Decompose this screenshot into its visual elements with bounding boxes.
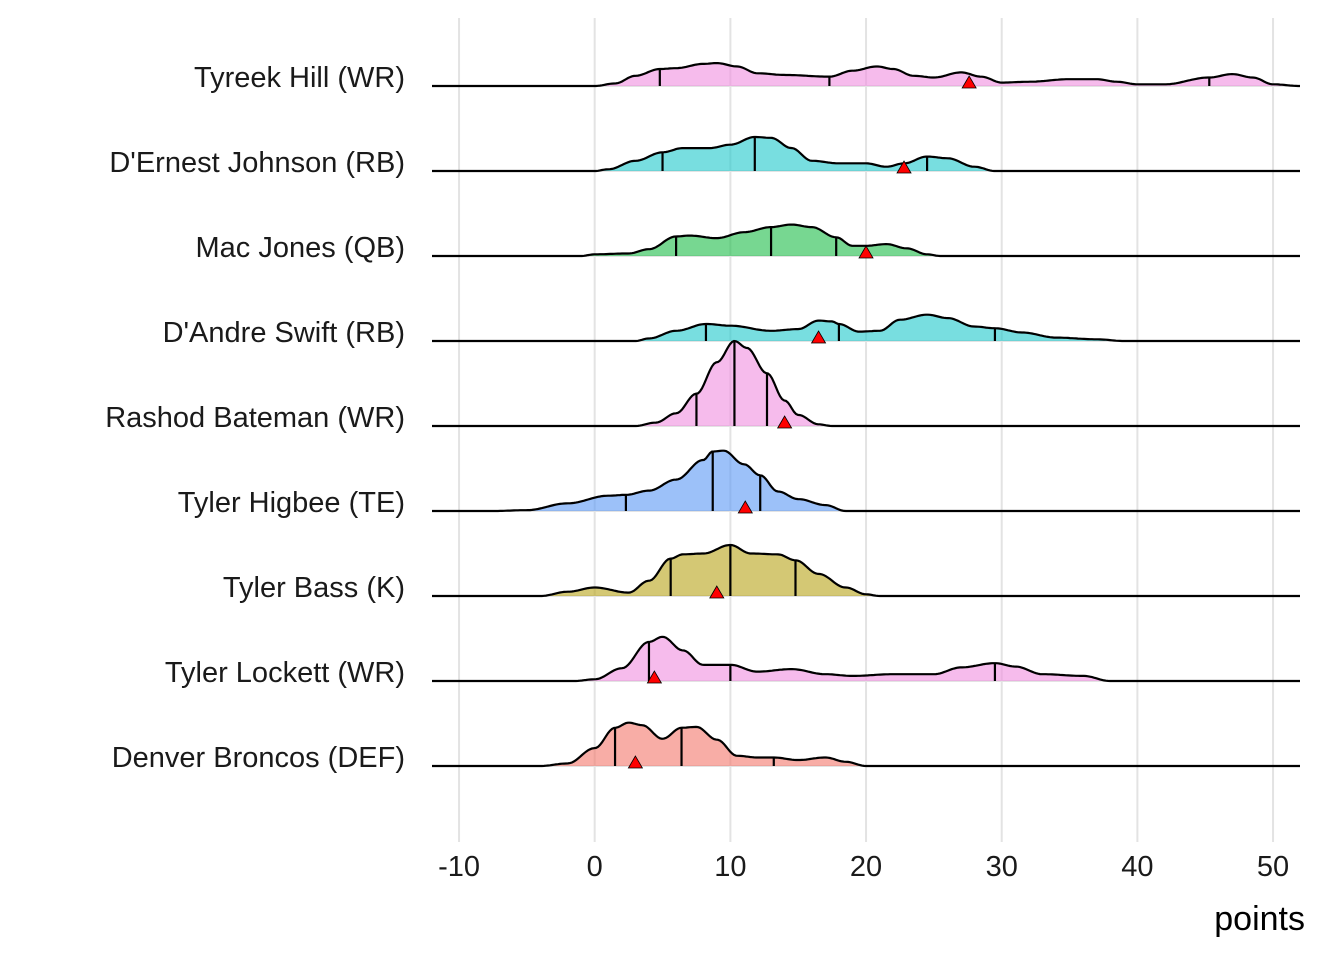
grid-lines <box>432 18 1300 842</box>
y-axis-label: D'Andre Swift (RB) <box>163 317 405 349</box>
ridge-denver-broncos-def <box>432 721 1300 769</box>
projection-marker <box>627 755 644 769</box>
y-axis-label: Mac Jones (QB) <box>196 232 406 264</box>
y-axis-label: Tyler Bass (K) <box>223 572 405 604</box>
projection-marker <box>776 415 793 429</box>
ridge-tyler-lockett-wr <box>432 635 1300 684</box>
y-axis-label: Rashod Bateman (WR) <box>105 402 405 434</box>
projection-marker <box>858 245 874 259</box>
density-fill <box>432 545 1300 596</box>
projection-marker <box>709 585 725 599</box>
projection-marker <box>646 670 663 684</box>
density-outline <box>432 135 1300 173</box>
ridge-rashod-bateman-wr <box>432 339 1300 429</box>
density-outline <box>432 721 1300 768</box>
x-tick-label: 20 <box>850 851 882 883</box>
density-fill <box>432 722 1300 766</box>
x-tick-label: 50 <box>1257 851 1289 883</box>
projection-marker <box>810 330 827 344</box>
density-outline <box>432 62 1300 88</box>
x-tick-label: -10 <box>438 851 480 883</box>
x-axis-ticks: -10 0 10 20 30 40 50 <box>438 851 1289 883</box>
ridges <box>432 62 1300 769</box>
x-axis-title: points <box>1214 900 1305 938</box>
density-outline <box>432 313 1300 343</box>
density-outline <box>432 449 1300 513</box>
y-axis-label: D'Ernest Johnson (RB) <box>109 147 405 179</box>
ridge-tyreek-hill-wr <box>432 62 1300 89</box>
x-tick-label: 30 <box>986 851 1018 883</box>
ridge-tyler-higbee-te <box>432 449 1300 514</box>
projection-marker <box>896 160 912 174</box>
ridge-d-andre-swift-rb <box>432 313 1300 344</box>
density-fill <box>432 137 1300 171</box>
ridge-tyler-bass-k <box>432 543 1300 599</box>
density-outline <box>432 339 1300 428</box>
density-fill <box>432 314 1300 341</box>
ridge-mac-jones-qb <box>432 223 1300 259</box>
y-axis-label: Tyler Higbee (TE) <box>178 487 405 519</box>
y-axis-label: Tyreek Hill (WR) <box>194 62 405 94</box>
projection-marker <box>737 500 753 514</box>
x-tick-label: 40 <box>1121 851 1153 883</box>
projection-marker <box>961 75 977 89</box>
ridge-d-ernest-johnson-rb <box>432 135 1300 174</box>
x-tick-label: 0 <box>587 851 603 883</box>
y-axis-label: Denver Broncos (DEF) <box>112 742 405 774</box>
y-axis-labels: Tyreek Hill (WR) D'Ernest Johnson (RB) Mac… <box>105 62 405 774</box>
density-fill <box>432 450 1300 511</box>
y-axis-label: Tyler Lockett (WR) <box>165 657 405 689</box>
x-tick-label: 10 <box>714 851 746 883</box>
density-outline <box>432 635 1300 683</box>
density-outline <box>432 543 1300 598</box>
